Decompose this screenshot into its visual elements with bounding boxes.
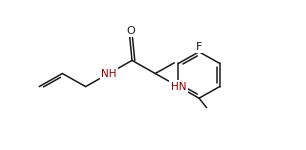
Text: O: O [126, 26, 135, 36]
Text: HN: HN [171, 82, 186, 92]
Text: F: F [196, 42, 202, 52]
Text: NH: NH [101, 69, 117, 78]
